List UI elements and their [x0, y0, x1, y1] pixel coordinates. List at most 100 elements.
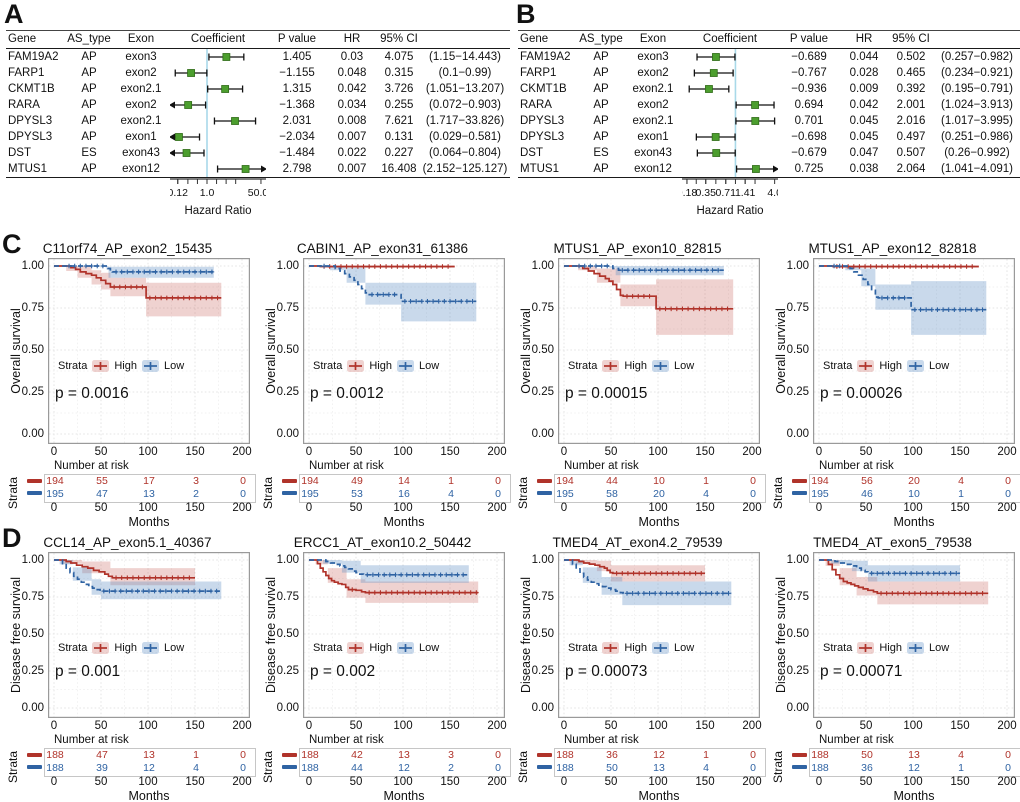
y-tick-label: 0.50	[21, 628, 44, 640]
column-header: HR	[343, 33, 361, 45]
risk-x-tick-labels: 0 50 100 150 200	[510, 776, 765, 789]
gene-cell: DST	[8, 147, 31, 159]
risk-low-key	[792, 491, 807, 495]
high-confidence-band	[54, 560, 195, 587]
as-type-cell: AP	[593, 163, 609, 175]
risk-row-high: 194 55 17 3 0	[45, 475, 255, 488]
km-plot-card: C11orf74_AP_exon2_15435 Overall survival…	[0, 240, 256, 529]
coefficient-cell: −0.689	[791, 51, 827, 63]
p-value-cell: 0.034	[337, 99, 367, 111]
km-plot-title: MTUS1_AP_exon12_82818	[808, 241, 977, 256]
risk-table-title: Number at risk	[819, 734, 894, 746]
risk-x-tick-label: 0	[815, 776, 823, 788]
x-tick-label: 100	[138, 720, 158, 732]
risk-table: 194 55 17 3 0 195 47 13 2 0	[44, 474, 256, 503]
number-at-risk-section: Number at risk Strata 188 47 13 1 0 188 39 12 4…	[0, 734, 256, 802]
hr-marker	[711, 133, 720, 141]
risk-x-tick-label: 50	[859, 502, 873, 514]
risk-count-low: 53	[351, 488, 363, 500]
p-value-cell: 0.03	[340, 51, 364, 63]
hr-marker	[712, 53, 720, 61]
x-tick-label: 50	[859, 720, 873, 732]
hr-marker	[182, 149, 191, 157]
risk-count-low: 12	[143, 762, 155, 774]
forest-table-row: DPYSL3 AP exon2.1 2.031 0.008 7.621 (1.7…	[6, 113, 510, 129]
forest-ci-cell	[170, 129, 266, 145]
risk-count-low: 10	[908, 488, 920, 500]
km-legend: Strata High Low	[568, 359, 695, 372]
gene-cell: FARP1	[520, 67, 557, 79]
low-survival-curve-censor-marks	[321, 263, 475, 304]
legend-high-label: High	[114, 641, 137, 654]
risk-x-tick-label: 150	[440, 776, 460, 788]
exon-cell: exon2.1	[632, 115, 674, 127]
gene-cell: MTUS1	[8, 163, 47, 175]
high-survival-curve-censor-marks	[624, 293, 730, 312]
y-tick-label: 0.50	[531, 344, 554, 356]
forest-table-row: FAM19A2 AP exon3 −0.689 0.044 0.502 (0.2…	[518, 49, 1020, 65]
ci-cell: (0.195−0.791)	[941, 83, 1013, 95]
axis-tick-label: 0.18	[682, 187, 697, 199]
coefficient-cell: 2.798	[282, 163, 312, 175]
low-survival-curve	[819, 559, 960, 575]
as-type-cell: AP	[593, 115, 609, 127]
risk-x-tick-label: 150	[185, 776, 205, 788]
km-legend: Strata High Low	[313, 359, 439, 372]
column-header: Exon	[639, 33, 667, 45]
p-value-cell: 0.045	[849, 131, 879, 143]
legend-low-label: Low	[673, 359, 695, 372]
risk-high-key	[27, 479, 42, 483]
km-plot-area: Overall survival 1.00 0.75 0.50 0.25 0.00 St…	[765, 258, 1020, 446]
km-plot-area: Overall survival 1.00 0.75 0.50 0.25 0.00 St…	[0, 258, 255, 446]
risk-table: 188 47 13 1 0 188 39 12 4 0	[44, 748, 256, 777]
ci-cell: (0.26−0.992)	[944, 147, 1010, 159]
legend-high-key	[602, 641, 620, 654]
as-type-cell: ES	[593, 147, 609, 159]
risk-x-tick-labels: 0 50 100 150 200	[765, 776, 1020, 789]
ci-cell: (1.717−33.826)	[425, 115, 505, 127]
risk-row-low: 195 47 13 2 0	[45, 488, 255, 501]
low-censor-icon	[398, 643, 412, 652]
risk-count-low: 13	[653, 762, 665, 774]
x-tick-label: 0	[815, 720, 823, 732]
km-plot-area: Overall survival 1.00 0.75 0.50 0.25 0.00 St…	[510, 258, 765, 446]
column-header: Gene	[8, 33, 37, 45]
y-axis-tick-labels: 1.00 0.75 0.50 0.25 0.00	[510, 258, 556, 446]
risk-count-low: 1	[958, 488, 964, 500]
exon-cell: exon2	[125, 99, 157, 111]
forest-ci-marker	[734, 161, 778, 177]
legend-low-label: Low	[673, 641, 695, 654]
risk-count-low: 39	[96, 762, 108, 774]
risk-table-title: Number at risk	[309, 734, 384, 746]
risk-table: 194 49 14 1 0 195 53 16 4 0	[299, 474, 511, 503]
km-plot-title: MTUS1_AP_exon10_82815	[553, 241, 722, 256]
risk-table-title: Number at risk	[564, 734, 639, 746]
y-tick-label: 0.00	[786, 428, 809, 440]
km-legend: Strata High Low	[823, 359, 949, 372]
forest-ci-cell	[682, 113, 778, 129]
risk-count-low: 195	[556, 488, 574, 500]
risk-count-high: 194	[811, 475, 829, 487]
x-axis-tick-labels: 0 50 100 150 200	[255, 446, 510, 460]
risk-x-tick-label: 100	[648, 776, 668, 788]
x-tick-label: 150	[950, 446, 970, 458]
x-tick-label: 200	[742, 446, 762, 458]
y-tick-label: 0.00	[531, 428, 554, 440]
risk-count-low: 4	[703, 762, 709, 774]
risk-count-low: 16	[398, 488, 410, 500]
km-plot-card: CCL14_AP_exon5.1_40367 Disease free surv…	[0, 534, 256, 802]
km-plot-card: MTUS1_AP_exon10_82815 Overall survival 1…	[510, 240, 766, 529]
risk-count-low: 12	[398, 762, 410, 774]
ci-cell: (0.1−0.99)	[438, 67, 492, 79]
hr-cell: 0.315	[384, 67, 414, 79]
panel-border	[48, 552, 250, 718]
risk-count-high: 0	[240, 475, 246, 487]
legend-low-key	[141, 641, 159, 654]
ci-arrow-high	[773, 165, 778, 173]
risk-count-high: 42	[351, 749, 363, 761]
axis-tick-label: 1.41	[735, 187, 756, 199]
forest-table-row: DST ES exon43 −0.679 0.047 0.507 (0.26−0…	[518, 145, 1020, 161]
forest-ci-marker	[696, 145, 737, 161]
legend-high-label: High	[369, 641, 392, 654]
forest-ci-marker	[206, 49, 245, 65]
